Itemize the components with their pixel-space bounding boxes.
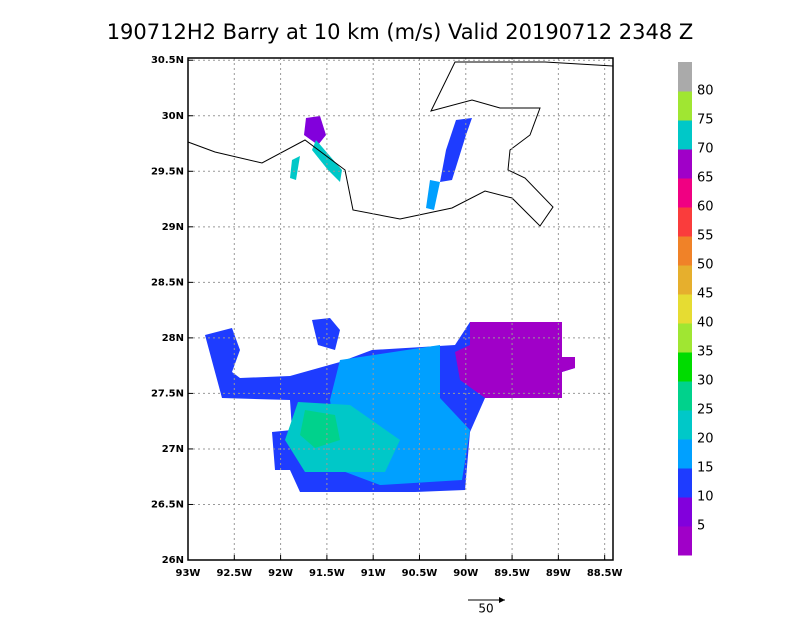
colorbar-label: 45	[697, 287, 714, 302]
colorbar-swatch	[678, 91, 692, 121]
coastline	[187, 61, 614, 227]
y-tick-label: 30.5N	[151, 55, 184, 66]
y-tick-label: 28N	[162, 333, 184, 344]
colorbar-label: 65	[697, 171, 714, 186]
colorbar-label: 25	[697, 403, 714, 418]
x-tick-label: 90W	[453, 568, 478, 579]
colorbar-label: 80	[697, 84, 714, 99]
x-tick-label: 89W	[546, 568, 571, 579]
x-tick-label: 92.5W	[216, 568, 252, 579]
x-tick-label: 91.5W	[309, 568, 345, 579]
colorbar-swatch	[678, 294, 692, 324]
colorbar-label: 5	[697, 519, 705, 534]
colorbar-label: 15	[697, 461, 714, 476]
colorbar-swatch	[678, 178, 692, 208]
plot-frame	[187, 57, 614, 561]
x-tick-label: 93W	[176, 568, 201, 579]
colorbar-swatch	[678, 497, 692, 527]
colorbar-label: 60	[697, 200, 714, 215]
colorbar-swatch	[678, 323, 692, 353]
x-tick-label: 88.5W	[587, 568, 623, 579]
x-tick-label: 91W	[361, 568, 386, 579]
colorbar-label: 55	[697, 229, 714, 244]
wind-region	[440, 118, 472, 182]
wind-field	[205, 116, 575, 492]
colorbar-swatch	[678, 265, 692, 295]
x-tick-label: 90.5W	[402, 568, 438, 579]
colorbar-swatch	[678, 207, 692, 237]
y-tick-label: 26.5N	[151, 499, 184, 510]
colorbar-label: 20	[697, 432, 714, 447]
title: 190712H2 Barry at 10 km (m/s) Valid 2019…	[107, 20, 694, 44]
colorbar-swatch	[678, 439, 692, 469]
colorbar-swatch	[678, 62, 692, 92]
y-tick-label: 29N	[162, 222, 184, 233]
x-tick-label: 92W	[268, 568, 293, 579]
colorbar-label: 40	[697, 316, 714, 331]
colorbar-swatch	[678, 120, 692, 150]
colorbar-swatch	[678, 236, 692, 266]
y-tick-label: 30N	[162, 111, 184, 122]
x-tick-label: 89.5W	[494, 568, 530, 579]
colorbar-swatch	[678, 352, 692, 382]
colorbar-label: 70	[697, 142, 714, 157]
y-tick-label: 28.5N	[151, 277, 184, 288]
reference-label: 50	[478, 602, 493, 616]
wind-region	[300, 410, 340, 448]
wind-region	[455, 322, 575, 398]
colorbar-swatch	[678, 149, 692, 179]
colorbar-label: 75	[697, 113, 714, 128]
wind-region	[426, 180, 440, 210]
colorbar-swatch	[678, 381, 692, 411]
wind-region	[304, 116, 326, 145]
reference-arrowhead	[499, 597, 505, 603]
colorbar-label: 10	[697, 490, 714, 505]
y-tick-label: 29.5N	[151, 166, 184, 177]
wind-region	[312, 318, 340, 350]
colorbar-swatch	[678, 410, 692, 440]
y-tick-label: 27N	[162, 444, 184, 455]
colorbar-swatch	[678, 526, 692, 556]
wind-region	[290, 156, 300, 180]
y-tick-label: 27.5N	[151, 388, 184, 399]
wind-region	[312, 140, 342, 182]
colorbar-swatch	[678, 468, 692, 498]
colorbar-label: 35	[697, 345, 714, 360]
y-tick-label: 26N	[162, 555, 184, 566]
colorbar-label: 30	[697, 374, 714, 389]
colorbar-label: 50	[697, 258, 714, 273]
